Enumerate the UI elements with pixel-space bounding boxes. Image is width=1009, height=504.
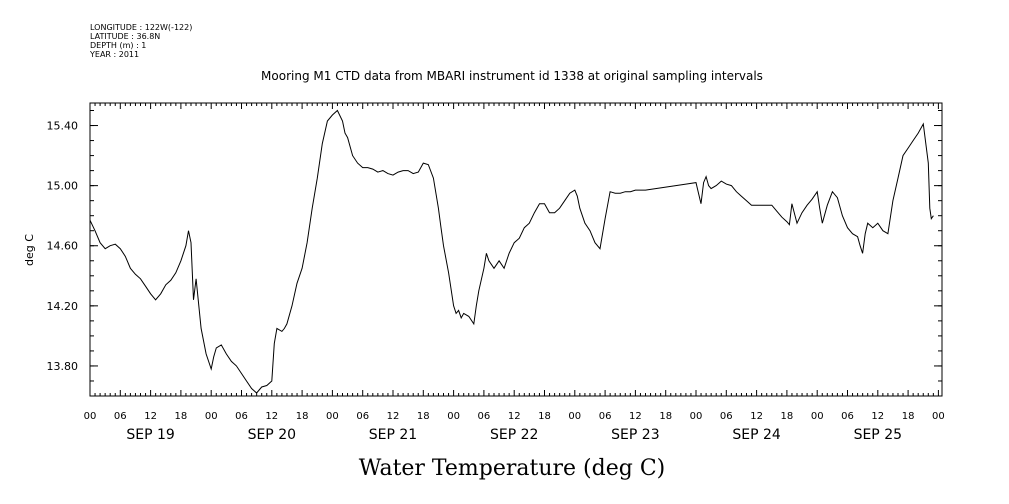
x-tick-labels: 00 06 12 18 00 06 12 18 00 06 12 18 00 06 12 18 00 06 12 18… <box>84 411 945 422</box>
x-hour-label: 18 <box>902 411 915 422</box>
x-hour-label: 18 <box>296 411 309 422</box>
meta-longitude: LONGITUDE : 122W(-122) <box>90 23 192 32</box>
day-label: SEP 23 <box>611 427 659 443</box>
x-hour-label: 06 <box>235 411 248 422</box>
x-hour-label: 06 <box>841 411 854 422</box>
meta-latitude: LATITUDE : 36.8N <box>90 32 160 41</box>
meta-depth: DEPTH (m) : 1 <box>90 41 146 50</box>
x-hour-label: 12 <box>144 411 157 422</box>
x-hour-label: 00 <box>326 411 339 422</box>
y-tick-label: 14.60 <box>47 240 79 253</box>
x-hour-label: 00 <box>84 411 97 422</box>
y-axis-label: deg C <box>23 234 36 266</box>
day-label: SEP 25 <box>854 427 902 443</box>
x-hour-label: 12 <box>629 411 642 422</box>
day-label: SEP 20 <box>248 427 296 443</box>
x-hour-label: 00 <box>811 411 824 422</box>
x-hour-label: 06 <box>356 411 369 422</box>
x-hour-label: 18 <box>175 411 188 422</box>
x-hour-label: 06 <box>599 411 612 422</box>
x-hour-label: 12 <box>871 411 884 422</box>
day-label: SEP 22 <box>490 427 538 443</box>
x-hour-label: 06 <box>478 411 491 422</box>
chart-title: Mooring M1 CTD data from MBARI instrumen… <box>261 69 763 83</box>
day-label: SEP 21 <box>369 427 417 443</box>
meta-year: YEAR : 2011 <box>89 50 139 59</box>
x-hour-label: 00 <box>447 411 460 422</box>
y-tick-label: 15.40 <box>47 120 79 133</box>
x-hour-label: 00 <box>568 411 581 422</box>
x-hour-label: 18 <box>538 411 551 422</box>
x-hour-label: 18 <box>417 411 430 422</box>
x-hour-label: 00 <box>690 411 703 422</box>
day-label: SEP 19 <box>126 427 174 443</box>
y-tick-label: 14.20 <box>47 300 79 313</box>
x-hour-label: 12 <box>750 411 763 422</box>
x-hour-label: 06 <box>720 411 733 422</box>
day-labels: SEP 19 SEP 20 SEP 21 SEP 22 SEP 23 SEP 24 SEP … <box>126 427 902 443</box>
x-hour-label: 18 <box>659 411 672 422</box>
tick-marks <box>89 103 942 397</box>
x-hour-label: 12 <box>387 411 400 422</box>
x-hour-label: 06 <box>114 411 127 422</box>
x-hour-label: 18 <box>781 411 794 422</box>
y-tick-label: 13.80 <box>47 360 79 373</box>
temperature-series-line <box>89 109 934 394</box>
x-hour-label: 12 <box>508 411 521 422</box>
y-tick-labels: 13.80 14.20 14.60 15.00 15.40 <box>47 120 79 373</box>
plot-frame <box>89 102 943 397</box>
day-label: SEP 24 <box>732 427 781 443</box>
y-tick-label: 15.00 <box>47 180 79 193</box>
x-hour-label: 12 <box>265 411 278 422</box>
bottom-variable-label: Water Temperature (deg C) <box>359 456 666 481</box>
x-hour-label: 00 <box>932 411 945 422</box>
x-hour-label: 00 <box>205 411 218 422</box>
